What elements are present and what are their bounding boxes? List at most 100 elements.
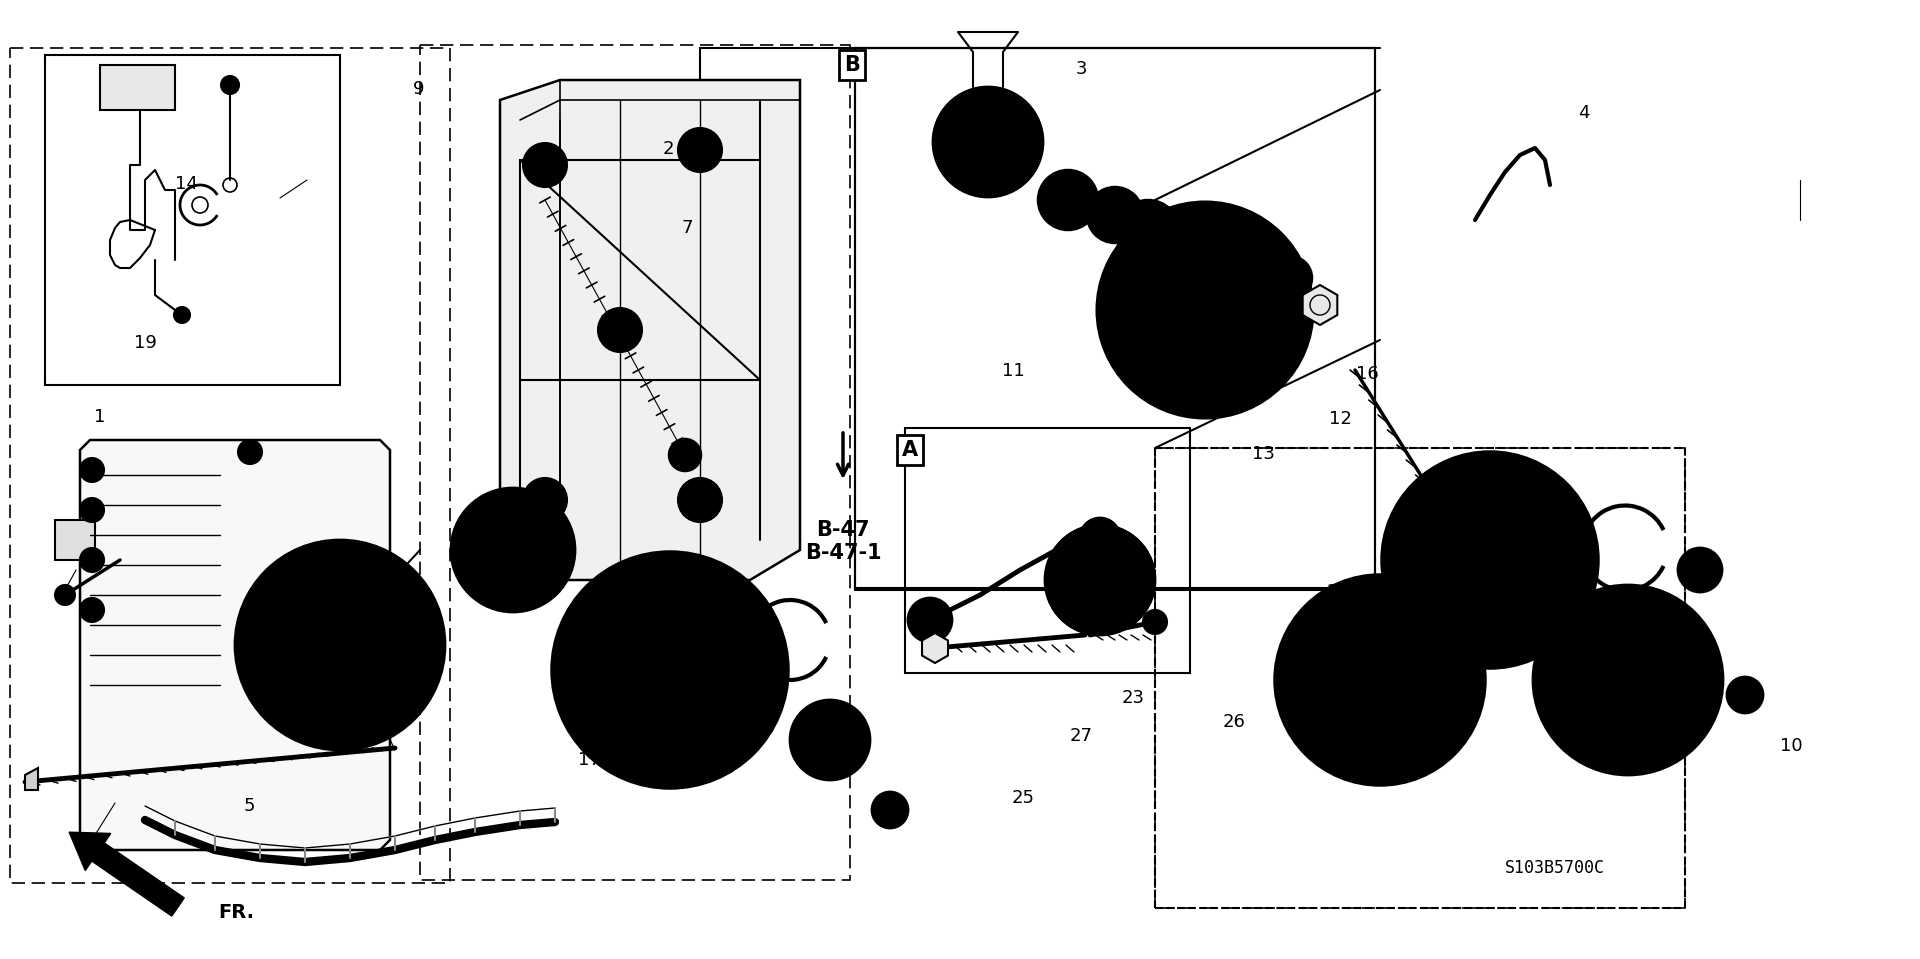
Polygon shape: [922, 633, 948, 663]
Polygon shape: [56, 520, 94, 560]
Circle shape: [1672, 666, 1699, 694]
Circle shape: [1586, 716, 1613, 744]
Circle shape: [324, 630, 355, 660]
Circle shape: [451, 488, 574, 612]
Circle shape: [1139, 222, 1158, 242]
Circle shape: [1142, 610, 1167, 634]
Text: A: A: [902, 440, 918, 460]
Text: 11: 11: [1002, 363, 1025, 380]
Circle shape: [1267, 256, 1311, 300]
Text: 24: 24: [1413, 540, 1436, 557]
Circle shape: [678, 478, 722, 522]
Text: 13: 13: [1252, 445, 1275, 462]
Circle shape: [1678, 548, 1722, 592]
FancyArrow shape: [69, 832, 184, 916]
Circle shape: [1106, 206, 1123, 224]
Circle shape: [1116, 200, 1181, 264]
Text: 10: 10: [1780, 737, 1803, 755]
Circle shape: [1342, 642, 1419, 718]
Circle shape: [1423, 492, 1557, 628]
Circle shape: [81, 498, 104, 522]
Circle shape: [1039, 170, 1098, 230]
Circle shape: [58, 522, 92, 558]
Circle shape: [1087, 187, 1142, 243]
Circle shape: [655, 655, 685, 685]
Circle shape: [1283, 271, 1298, 285]
Circle shape: [1079, 518, 1119, 558]
Circle shape: [833, 715, 847, 730]
Text: 6: 6: [1006, 116, 1018, 133]
Circle shape: [553, 552, 787, 788]
Circle shape: [872, 792, 908, 828]
Text: 15: 15: [1221, 359, 1244, 376]
Circle shape: [626, 625, 714, 715]
Circle shape: [1167, 272, 1242, 348]
Circle shape: [1044, 525, 1156, 635]
Circle shape: [678, 128, 722, 172]
Circle shape: [668, 439, 701, 471]
Circle shape: [1603, 655, 1653, 705]
Text: 27: 27: [1069, 727, 1092, 744]
Text: 26: 26: [1223, 713, 1246, 731]
Circle shape: [960, 114, 1016, 170]
Circle shape: [478, 515, 547, 585]
Text: B-47
B-47-1: B-47 B-47-1: [804, 520, 881, 563]
Text: S103B5700C: S103B5700C: [1505, 859, 1605, 877]
Circle shape: [1555, 666, 1584, 694]
Text: 23: 23: [1121, 690, 1144, 707]
Circle shape: [803, 733, 818, 747]
Text: 20: 20: [1327, 583, 1350, 600]
Circle shape: [1532, 585, 1722, 775]
Circle shape: [885, 805, 895, 815]
Circle shape: [843, 733, 856, 747]
Text: 12: 12: [1329, 410, 1352, 428]
Circle shape: [1058, 190, 1077, 210]
Text: FR.: FR.: [219, 902, 253, 922]
Polygon shape: [100, 65, 175, 110]
Circle shape: [522, 143, 566, 187]
Text: 25: 25: [1012, 789, 1035, 807]
Circle shape: [1693, 563, 1707, 577]
Text: 14: 14: [175, 175, 198, 193]
Circle shape: [1417, 476, 1444, 504]
Circle shape: [789, 700, 870, 780]
Circle shape: [1644, 616, 1670, 643]
Circle shape: [833, 750, 847, 764]
Circle shape: [812, 750, 828, 764]
Polygon shape: [1302, 285, 1338, 325]
Circle shape: [924, 613, 937, 627]
Circle shape: [933, 87, 1043, 197]
Circle shape: [977, 132, 998, 152]
Circle shape: [908, 598, 952, 642]
Text: 19: 19: [134, 335, 157, 352]
Circle shape: [1367, 668, 1392, 692]
Text: 5: 5: [244, 797, 255, 814]
Circle shape: [221, 76, 238, 94]
Circle shape: [597, 308, 641, 352]
Text: 2: 2: [662, 140, 674, 157]
Polygon shape: [25, 768, 38, 790]
Circle shape: [175, 307, 190, 323]
Text: 21: 21: [1400, 754, 1423, 771]
Circle shape: [1382, 452, 1597, 668]
Text: 17: 17: [578, 751, 601, 768]
Circle shape: [81, 458, 104, 482]
Text: 16: 16: [1356, 365, 1379, 383]
Circle shape: [56, 585, 75, 605]
Text: 1: 1: [94, 409, 106, 426]
Circle shape: [1275, 575, 1484, 785]
Text: 8: 8: [964, 129, 975, 146]
Text: 9: 9: [413, 81, 424, 98]
Circle shape: [1726, 677, 1763, 713]
Circle shape: [296, 600, 386, 690]
Circle shape: [820, 730, 841, 750]
Circle shape: [234, 540, 445, 750]
Text: 7: 7: [682, 220, 693, 237]
Text: 18: 18: [695, 656, 718, 673]
Text: 22: 22: [1377, 621, 1400, 639]
Circle shape: [1740, 690, 1749, 700]
Circle shape: [1096, 202, 1313, 418]
Text: B: B: [845, 55, 860, 75]
Circle shape: [1190, 296, 1219, 324]
Text: 3: 3: [1075, 60, 1087, 78]
